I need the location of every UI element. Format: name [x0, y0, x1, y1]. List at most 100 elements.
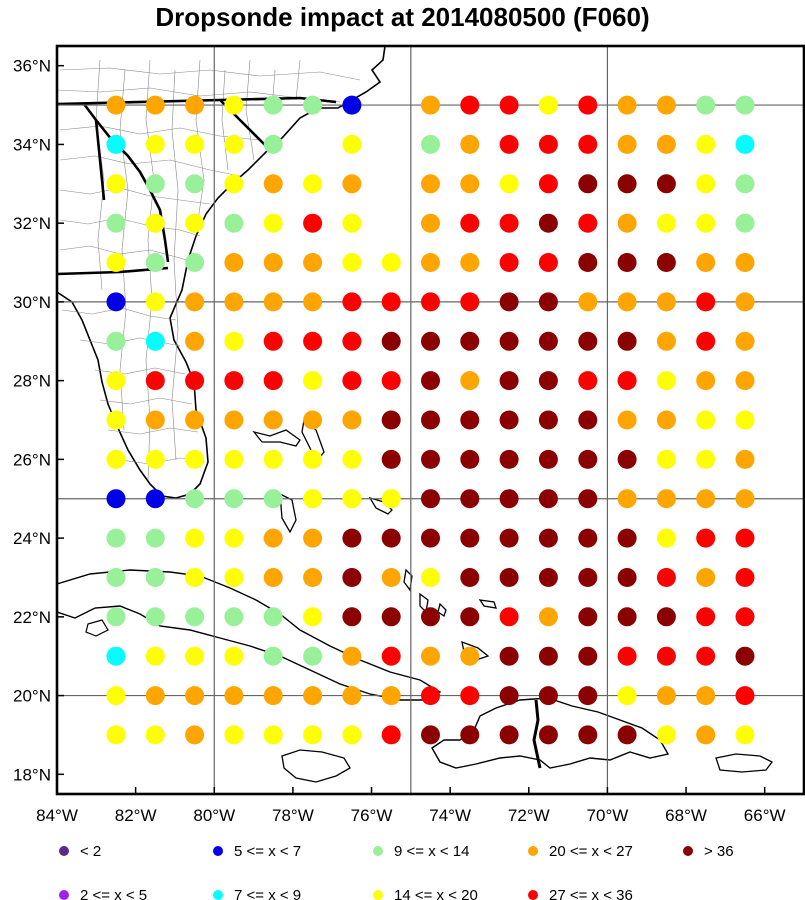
impact-dot [696, 134, 716, 154]
impact-dot [185, 686, 205, 706]
impact-dot [185, 331, 205, 351]
impact-dot [538, 489, 558, 509]
legend-label: 2 <= x < 5 [80, 887, 147, 900]
impact-dot [617, 174, 637, 194]
impact-dot [106, 213, 126, 233]
impact-dot [538, 253, 558, 272]
lon-tick-label: 66°W [744, 806, 786, 825]
impact-dot [303, 449, 323, 469]
impact-dot [499, 253, 519, 272]
legend-swatch [528, 846, 538, 856]
impact-dot [263, 489, 283, 509]
impact-dot [185, 528, 205, 548]
impact-dot [342, 725, 362, 745]
impact-dot [303, 174, 323, 194]
impact-dot [735, 646, 755, 666]
impact-dot [499, 95, 519, 115]
impact-dot [263, 95, 283, 115]
impact-dot [499, 410, 519, 430]
impact-dot [185, 253, 205, 272]
impact-dot [735, 253, 755, 272]
impact-dot [617, 528, 637, 548]
impact-dot [617, 331, 637, 351]
legend-label: < 2 [80, 843, 101, 860]
impact-dot [578, 174, 598, 194]
impact-dot [106, 686, 126, 706]
impact-dot [735, 410, 755, 430]
impact-dot [460, 331, 480, 351]
impact-dot [381, 253, 401, 272]
impact-dot [224, 686, 244, 706]
impact-dot [617, 449, 637, 469]
legend-label: 20 <= x < 27 [549, 843, 633, 860]
impact-dot [106, 292, 126, 312]
impact-dot [656, 292, 676, 312]
impact-dot [538, 371, 558, 391]
impact-dot [735, 607, 755, 627]
impact-dot [735, 134, 755, 154]
legend-label: 7 <= x < 9 [234, 887, 301, 900]
impact-dot [145, 253, 165, 272]
impact-dot [303, 292, 323, 312]
lat-tick-label: 18°N [13, 765, 51, 784]
impact-dot [421, 489, 440, 509]
impact-dot [303, 646, 323, 666]
impact-dot [656, 725, 676, 745]
impact-dot [342, 331, 362, 351]
impact-dot [617, 253, 637, 272]
impact-dot [303, 725, 323, 745]
impact-dot [145, 449, 165, 469]
impact-dot [303, 371, 323, 391]
puerto-rico-island [715, 753, 773, 773]
lon-tick-label: 76°W [351, 806, 393, 825]
lon-tick-label: 74°W [429, 806, 471, 825]
impact-dot [617, 725, 637, 745]
impact-dot [145, 292, 165, 312]
impact-dot [578, 568, 598, 587]
impact-dot [185, 646, 205, 666]
impact-dot [381, 646, 401, 666]
impact-dot [381, 528, 401, 548]
impact-dot [578, 95, 598, 115]
impact-dot [224, 134, 244, 154]
impact-dot [263, 371, 283, 391]
impact-dot [381, 725, 401, 745]
lon-tick-label: 72°W [508, 806, 550, 825]
impact-dot [421, 646, 440, 666]
impact-dot [381, 449, 401, 469]
impact-dot [342, 134, 362, 154]
impact-dot [656, 213, 676, 233]
impact-dot [578, 686, 598, 706]
impact-dot [145, 95, 165, 115]
impact-dot [735, 174, 755, 194]
impact-dot [106, 607, 126, 627]
legend-label: 5 <= x < 7 [234, 843, 301, 860]
impact-dot [145, 134, 165, 154]
impact-dot [735, 489, 755, 509]
impact-dot [617, 568, 637, 587]
cuba-island [57, 569, 442, 701]
impact-dot [421, 528, 440, 548]
impact-dot [538, 646, 558, 666]
impact-dot [263, 686, 283, 706]
impact-dot [538, 331, 558, 351]
impact-dot [263, 331, 283, 351]
impact-dot [578, 646, 598, 666]
impact-dot [224, 607, 244, 627]
impact-dot [656, 95, 676, 115]
impact-dot [224, 371, 244, 391]
impact-dot [185, 95, 205, 115]
impact-dot [460, 449, 480, 469]
impact-dot [499, 568, 519, 587]
legend-swatch [213, 846, 223, 856]
impact-dot [460, 646, 480, 666]
impact-dot [224, 489, 244, 509]
impact-dot [460, 134, 480, 154]
impact-dot [421, 449, 440, 469]
impact-dot [303, 607, 323, 627]
impact-dot [538, 213, 558, 233]
impact-dot [224, 95, 244, 115]
impact-dot [735, 686, 755, 706]
impact-dot [499, 686, 519, 706]
impact-dot [263, 410, 283, 430]
